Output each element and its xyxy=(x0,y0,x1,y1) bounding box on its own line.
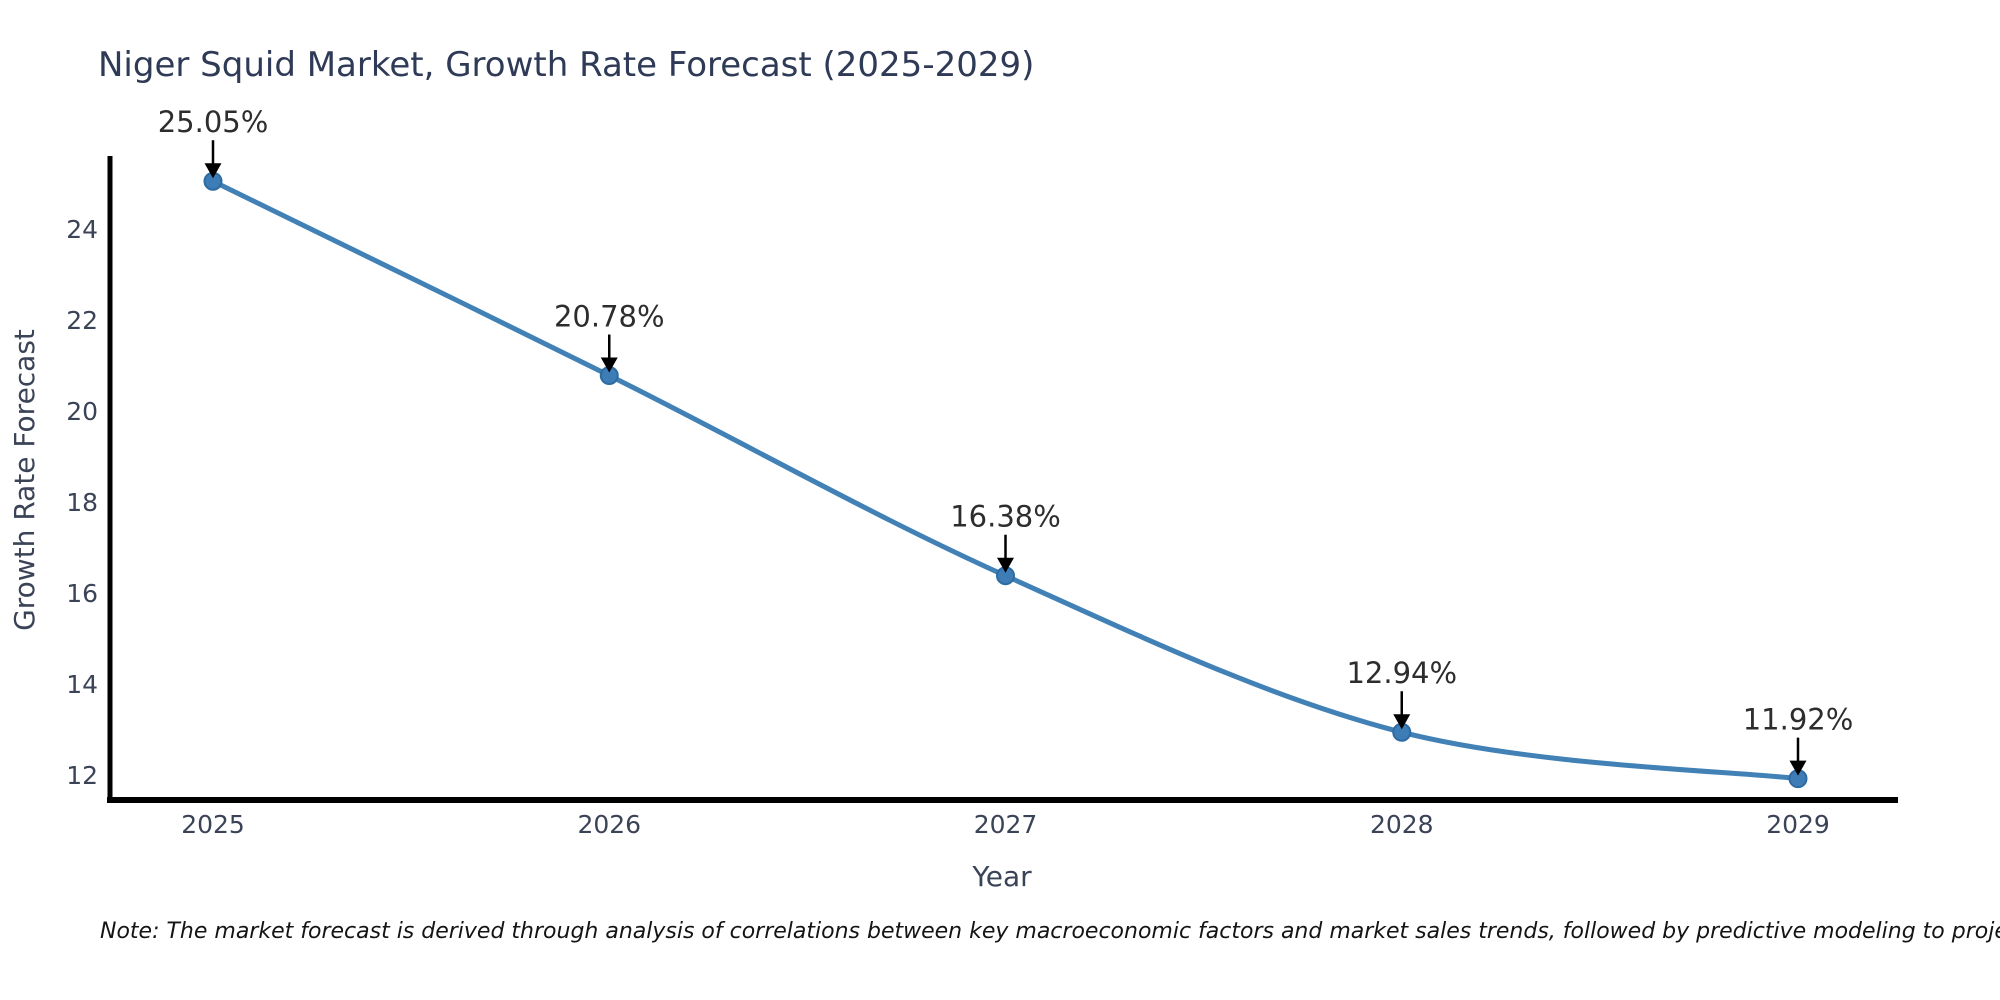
x-tick-label: 2025 xyxy=(181,810,245,839)
forecast-line xyxy=(210,178,1801,782)
y-tick-label: 24 xyxy=(66,215,98,244)
data-point-label: 16.38% xyxy=(950,500,1061,534)
data-point-label: 20.78% xyxy=(554,300,665,334)
plot-area: 12 14 16 18 20 22 24 2025 2026 2027 2028 2029 25.05%… xyxy=(66,105,1898,839)
x-tick-label: 2029 xyxy=(1766,810,1830,839)
annotation-arrow-head xyxy=(1789,760,1807,776)
y-tick-label: 16 xyxy=(66,579,98,608)
annotation-arrow-head xyxy=(600,357,618,373)
footnote: Note: The market forecast is derived thr… xyxy=(100,919,2000,944)
y-tick-label: 18 xyxy=(66,488,98,517)
y-tick-label: 22 xyxy=(66,306,98,335)
data-point-label: 11.92% xyxy=(1743,703,1854,737)
y-axis-label: Growth Rate Forecast xyxy=(8,329,41,631)
annotation-arrow-head xyxy=(1393,714,1411,730)
chart-title: Niger Squid Market, Growth Rate Forecast… xyxy=(98,45,1034,85)
x-axis-label: Year xyxy=(971,860,1032,893)
x-tick-label: 2026 xyxy=(577,810,641,839)
y-tick-label: 20 xyxy=(66,397,98,426)
y-tick-label: 12 xyxy=(66,761,98,790)
x-tick-label: 2028 xyxy=(1370,810,1434,839)
x-tick-label: 2027 xyxy=(974,810,1038,839)
annotation-arrow-head xyxy=(997,557,1014,573)
data-point-label: 25.05% xyxy=(158,105,269,139)
y-tick-label: 14 xyxy=(66,670,98,699)
annotation-arrow-head xyxy=(204,163,222,179)
data-point-label: 12.94% xyxy=(1346,656,1457,690)
